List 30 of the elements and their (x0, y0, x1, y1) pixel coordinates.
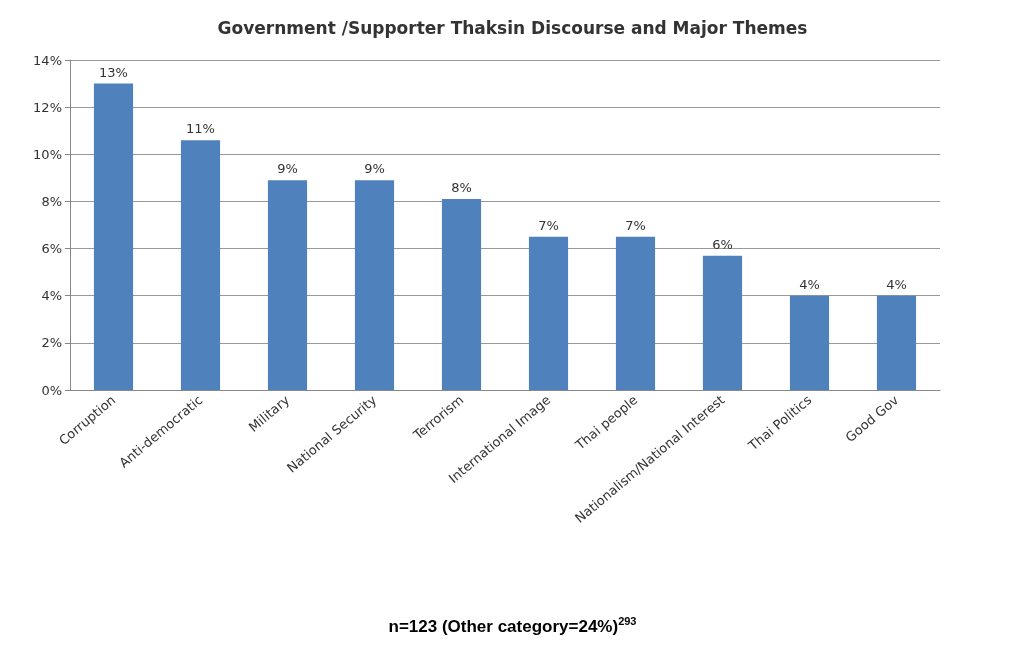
chart-title: Government /Supporter Thaksin Discourse and Major Themes (217, 17, 808, 38)
y-tick-label: 10% (33, 146, 62, 162)
bar (441, 199, 482, 390)
text: n=123 (Other category=24%)$^{293}$ (387, 615, 638, 637)
y-tick-label: 12% (33, 99, 62, 115)
bar (876, 295, 917, 390)
y-tick-label: 8% (41, 193, 62, 209)
data-label: 9% (277, 161, 298, 177)
y-tick-label: 0% (41, 382, 62, 398)
y-tick-label: 14% (33, 52, 62, 68)
bar (789, 295, 830, 390)
data-label: 11% (186, 121, 215, 137)
bar (354, 180, 395, 390)
bar (528, 236, 569, 390)
data-label: 7% (538, 217, 559, 233)
y-tick-label: 6% (41, 241, 62, 257)
data-label: 13% (99, 64, 128, 80)
bar (93, 83, 134, 390)
y-tick-label: 4% (41, 288, 62, 304)
data-label: 8% (451, 180, 472, 196)
bar (615, 236, 656, 390)
bar (180, 140, 221, 390)
bar (267, 180, 308, 390)
data-label: 9% (364, 161, 385, 177)
data-label: 6% (712, 236, 733, 252)
bar (702, 255, 743, 390)
data-label: 7% (625, 217, 646, 233)
data-label: 4% (886, 276, 907, 292)
y-tick-label: 2% (41, 335, 62, 351)
data-label: 4% (799, 276, 820, 292)
